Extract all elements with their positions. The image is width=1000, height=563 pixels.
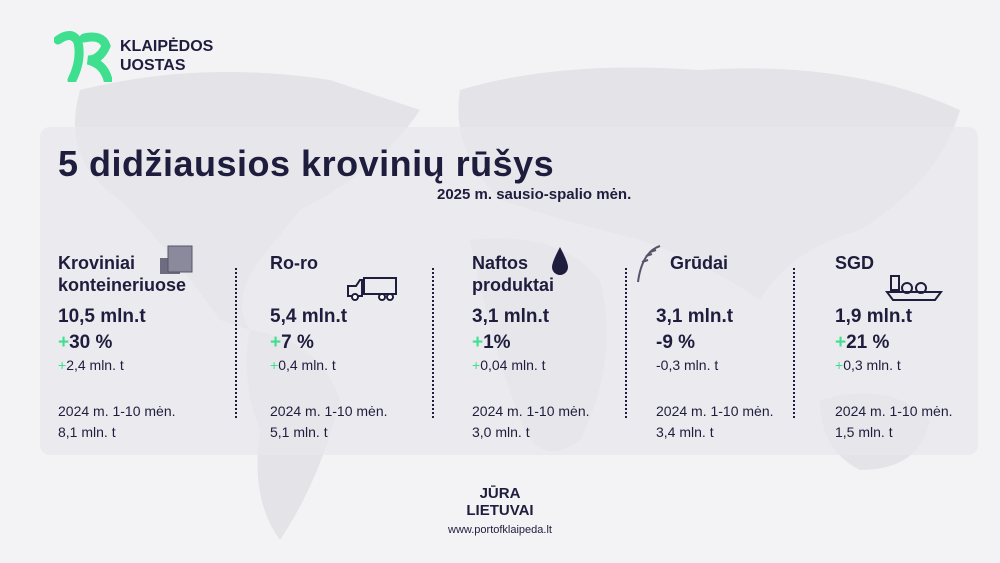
prev-period-value: 5,1 mln. t [270, 424, 328, 440]
column-divider [793, 268, 795, 418]
prev-period-value: 3,4 mln. t [656, 424, 714, 440]
cargo-card: Kroviniai konteineriuose 10,5 mln.t +30 … [58, 245, 238, 443]
change-percent: +7 % [270, 332, 450, 354]
delta-value: 2,4 mln. t [66, 357, 124, 373]
prev-period-label: 2024 m. 1-10 mėn. [472, 403, 590, 419]
change-absolute: +2,4 mln. t [58, 357, 238, 373]
cargo-volume: 3,1 mln.t [472, 306, 550, 327]
plus-sign: + [472, 357, 481, 373]
plus-sign: + [472, 332, 484, 353]
website-link[interactable]: www.portofklaipeda.lt [448, 524, 552, 536]
prev-period-value: 8,1 mln. t [58, 424, 116, 440]
cargo-name: SGD [835, 253, 875, 273]
percent-value: 7 % [281, 332, 314, 353]
change-absolute: +0,3 mln. t [835, 357, 1000, 373]
plus-sign: + [835, 332, 847, 353]
cargo-card: Grūdai 3,1 mln.t -9 % -0,3 mln. t 2024 m… [637, 245, 836, 443]
logo-line1: KLAIPĖDOS [120, 38, 214, 55]
cargo-name: Naftos produktai [472, 253, 555, 295]
jl-line1: JŪRA [479, 485, 521, 502]
percent-value: -9 % [656, 332, 696, 353]
cargo-name: Grūdai [670, 253, 729, 273]
cargo-volume: 3,1 mln.t [656, 306, 734, 327]
containers-icon [158, 244, 194, 281]
prev-period-label: 2024 m. 1-10 mėn. [58, 403, 176, 419]
change-percent: +1% [472, 332, 652, 354]
change-absolute: -0,3 mln. t [656, 357, 836, 373]
cargo-volume: 1,9 mln.t [835, 306, 913, 327]
plus-sign: + [835, 357, 844, 373]
percent-value: 1% [483, 332, 511, 353]
page-title: 5 didžiausios krovinių rūšys [58, 143, 555, 184]
lng-ship-icon [885, 272, 943, 307]
delta-value: 0,3 mln. t [843, 357, 901, 373]
change-absolute: +0,04 mln. t [472, 357, 652, 373]
column-divider [235, 268, 237, 418]
delta-value: 0,4 mln. t [278, 357, 336, 373]
wheat-icon [634, 244, 664, 289]
plus-sign: + [58, 332, 70, 353]
percent-value: 21 % [846, 332, 890, 353]
truck-icon [346, 276, 398, 307]
prev-period-value: 3,0 mln. t [472, 424, 530, 440]
change-percent: +21 % [835, 332, 1000, 354]
cargo-name: Kroviniai konteineriuose [58, 253, 187, 295]
prev-period-label: 2024 m. 1-10 mėn. [270, 403, 388, 419]
cargo-card: SGD 1,9 mln.t +21 % +0,3 mln. t 2024 m. … [835, 252, 1000, 443]
plus-sign: + [270, 357, 279, 373]
klaipedos-uostas-logo: KLAIPĖDOS UOSTAS [54, 30, 213, 82]
delta-value: 0,04 mln. t [480, 357, 546, 373]
column-divider [432, 268, 434, 418]
cargo-volume: 10,5 mln.t [58, 306, 146, 327]
oil-drop-icon [550, 246, 570, 281]
cargo-card: Naftos produktai 3,1 mln.t +1% +0,04 mln… [472, 247, 652, 443]
cargo-card: Ro-ro 5,4 mln.t +7 % +0,4 mln. t 2024 m.… [270, 252, 450, 443]
plus-sign: + [270, 332, 282, 353]
plus-sign: + [58, 357, 67, 373]
jl-line2: LIETUVAI [466, 502, 534, 519]
change-percent: +30 % [58, 332, 238, 354]
cargo-volume: 5,4 mln.t [270, 306, 348, 327]
period-subtitle: 2025 m. sausio-spalio mėn. [437, 186, 632, 203]
change-absolute: +0,4 mln. t [270, 357, 450, 373]
change-percent: -9 % [656, 332, 836, 354]
logo-mark-icon [54, 31, 112, 82]
prev-period-label: 2024 m. 1-10 mėn. [656, 403, 774, 419]
prev-period-label: 2024 m. 1-10 mėn. [835, 403, 953, 419]
prev-period-value: 1,5 mln. t [835, 424, 893, 440]
cargo-name: Ro-ro [270, 253, 318, 273]
percent-value: 30 % [69, 332, 113, 353]
column-divider [625, 268, 627, 418]
jura-lietuvai-logo: JŪRA LIETUVAI [0, 485, 1000, 519]
delta-value: -0,3 mln. t [656, 357, 719, 373]
logo-line2: UOSTAS [120, 57, 186, 74]
content-panel [40, 127, 978, 455]
